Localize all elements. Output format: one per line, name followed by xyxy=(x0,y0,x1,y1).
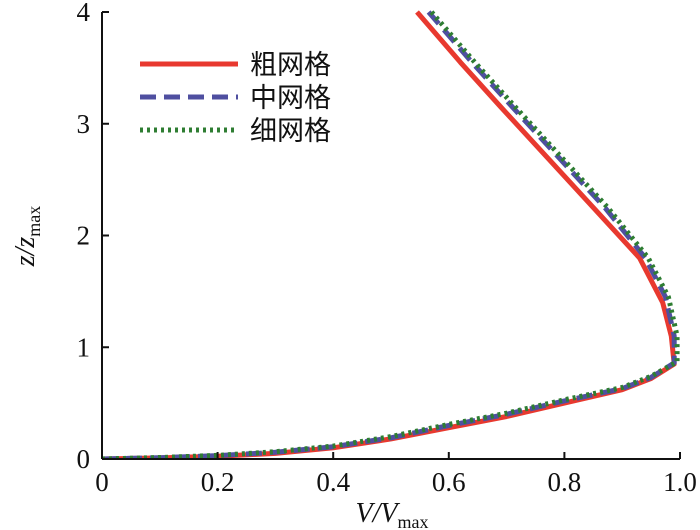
x-tick-label: 0.4 xyxy=(316,467,350,497)
x-tick-label: 0.6 xyxy=(432,467,466,497)
series-line-2 xyxy=(102,10,677,459)
x-axis-label-main: V/V xyxy=(356,498,401,529)
y-tick-label: 2 xyxy=(77,221,91,251)
y-tick-label: 0 xyxy=(77,444,91,474)
series-line-3 xyxy=(102,10,680,459)
series-layer xyxy=(102,10,680,459)
y-axis-label-sub: max xyxy=(24,206,44,237)
x-tick-label: 0.8 xyxy=(548,467,582,497)
x-axis-label: V/Vmax xyxy=(356,498,429,530)
legend-label-3: 细网格 xyxy=(250,116,331,147)
legend-label-2: 中网格 xyxy=(250,83,331,114)
x-axis-label-sub: max xyxy=(398,512,429,530)
x-tick-label: 1.0 xyxy=(663,467,697,497)
series-line-1 xyxy=(102,10,677,459)
y-axis-label: z/zmax xyxy=(10,206,44,268)
y-tick-label: 3 xyxy=(77,109,91,139)
ticks-layer: 0 0.2 0.4 0.6 0.8 1.0 0 1 2 3 4 xyxy=(77,0,697,497)
y-tick-label: 1 xyxy=(77,332,91,362)
y-axis-label-main: z/z xyxy=(10,237,41,268)
x-tick-label: 0.2 xyxy=(201,467,235,497)
y-tick-label: 4 xyxy=(77,0,91,27)
x-tick-label: 0 xyxy=(95,467,109,497)
legend-label-1: 粗网格 xyxy=(250,50,331,81)
